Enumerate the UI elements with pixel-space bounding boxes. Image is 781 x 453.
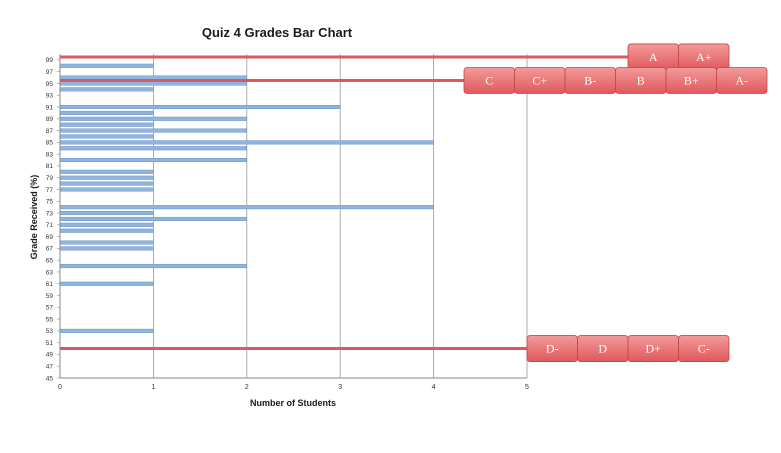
y-tick-label: 97 [46, 69, 54, 76]
x-tick-label: 1 [151, 384, 155, 391]
bar [59, 222, 154, 227]
x-tick-labels: 0 1 2 3 4 5 [58, 384, 529, 391]
y-tick-label: 59 [46, 293, 54, 300]
y-tick-label: 93 [46, 93, 54, 100]
bar [59, 105, 341, 110]
bar [59, 228, 154, 233]
x-tick-label: 5 [525, 384, 529, 391]
grade-label-box [716, 67, 768, 94]
grade-label: B- [584, 74, 596, 88]
y-tick-labels: 45 47 49 51 53 55 57 59 61 63 65 67 69 71 73 75 77 79 81 83… [46, 57, 60, 382]
bar [59, 181, 154, 186]
x-tick-label: 0 [58, 384, 62, 391]
bar [59, 63, 154, 68]
grade-label: C- [698, 342, 710, 356]
grade-label: C [485, 74, 493, 88]
y-tick-label: 89 [46, 116, 54, 123]
axes [59, 54, 527, 379]
grade-label-box [678, 335, 730, 362]
bar [59, 187, 154, 192]
bar [59, 328, 154, 333]
y-tick-label: 85 [46, 140, 54, 147]
y-tick-label: 71 [46, 222, 54, 229]
bar [59, 211, 154, 216]
y-tick-label: 65 [46, 257, 54, 264]
y-tick-label: 69 [46, 234, 54, 241]
bar [59, 81, 248, 86]
grade-label: D+ [646, 342, 662, 356]
y-tick-label: 45 [46, 375, 54, 382]
bar [59, 240, 154, 245]
y-tick-label: 53 [46, 328, 54, 335]
grade-label: B+ [684, 74, 699, 88]
bar [59, 264, 248, 269]
y-tick-label: 67 [46, 246, 54, 253]
y-tick-label: 87 [46, 128, 54, 135]
grade-label: A+ [696, 50, 712, 64]
grade-label: B [637, 74, 645, 88]
y-tick-label: 51 [46, 340, 54, 347]
chart-title: Quiz 4 Grades Bar Chart [202, 25, 353, 40]
y-tick-label: 77 [46, 187, 54, 194]
bar [59, 122, 154, 127]
x-tick-label: 4 [432, 384, 436, 391]
bar [59, 116, 248, 121]
grade-cutoffs: A A+ C C+ B- B B+ A- D- D D+ C- [60, 43, 768, 362]
grade-label: A- [735, 74, 748, 88]
bar [59, 281, 154, 286]
bar [59, 175, 154, 180]
grade-label: D [598, 342, 607, 356]
y-tick-label: 73 [46, 210, 54, 217]
y-tick-label: 95 [46, 81, 54, 88]
y-tick-label: 75 [46, 199, 54, 206]
bar [59, 110, 154, 115]
bar-series [59, 63, 434, 333]
bar [59, 158, 248, 163]
bar [59, 246, 154, 251]
y-tick-label: 47 [46, 364, 54, 371]
gridlines [152, 54, 528, 378]
grade-label: D- [546, 342, 559, 356]
y-tick-label: 81 [46, 163, 54, 170]
y-tick-label: 79 [46, 175, 54, 182]
grade-label: A [649, 50, 658, 64]
y-tick-label: 63 [46, 269, 54, 276]
bar [59, 87, 154, 92]
y-tick-label: 57 [46, 305, 54, 312]
x-tick-label: 2 [245, 384, 249, 391]
x-tick-label: 3 [338, 384, 342, 391]
bar [59, 216, 248, 221]
bar [59, 146, 248, 151]
bar [59, 128, 248, 133]
bar [59, 140, 434, 145]
x-axis-label: Number of Students [250, 398, 336, 408]
y-axis-label: Grade Received (%) [29, 175, 39, 260]
bar [59, 75, 248, 80]
bar [59, 205, 434, 210]
y-tick-label: 99 [46, 57, 54, 64]
y-tick-label: 61 [46, 281, 54, 288]
grade-label: C+ [532, 74, 547, 88]
y-tick-label: 55 [46, 316, 54, 323]
bar [59, 134, 154, 139]
y-tick-label: 49 [46, 352, 54, 359]
y-tick-label: 83 [46, 151, 54, 158]
y-tick-label: 91 [46, 104, 54, 111]
bar [59, 169, 154, 174]
